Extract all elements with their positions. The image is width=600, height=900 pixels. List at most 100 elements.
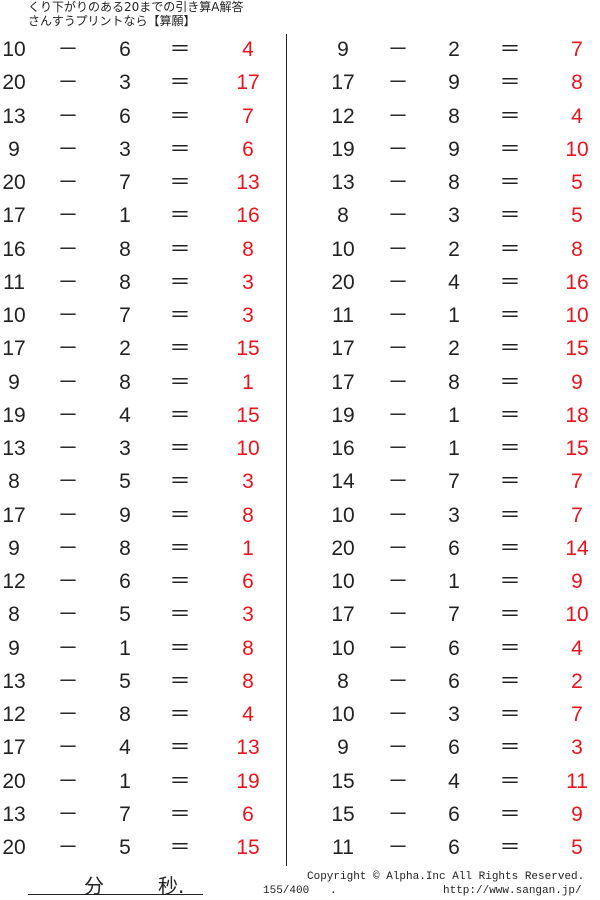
right-problem-row: 19 － 1 ＝ 18 [0, 401, 600, 431]
answer: 8 [242, 237, 254, 261]
left-problem-row: 17 － 9 ＝ 8 [0, 501, 600, 531]
left-problem-row: 9 － 8 ＝ 1 [0, 368, 600, 398]
equals-sign: ＝ [169, 237, 191, 261]
minus-sign: － [57, 270, 79, 294]
equals-sign: ＝ [169, 171, 191, 194]
subtrahend: 1 [448, 304, 460, 327]
minus-sign: － [57, 237, 79, 261]
subtrahend: 1 [119, 636, 131, 660]
answer: 5 [571, 204, 583, 228]
minus-sign: － [387, 836, 409, 859]
equals-sign: ＝ [499, 503, 521, 527]
minus-sign: － [57, 403, 79, 427]
equals-sign: ＝ [499, 603, 521, 627]
minus-sign: － [387, 104, 409, 128]
minus-sign: － [57, 370, 79, 394]
subtrahend: 3 [448, 204, 460, 228]
answer: 8 [571, 71, 583, 95]
minus-sign: － [57, 636, 79, 660]
subtrahend: 4 [119, 736, 131, 760]
answer: 1 [242, 370, 254, 394]
minuend: 10 [331, 570, 355, 593]
equals-sign: ＝ [169, 270, 191, 294]
minus-sign: － [57, 437, 79, 460]
equals-sign: ＝ [169, 437, 191, 460]
answer: 17 [236, 71, 260, 95]
minuend: 20 [331, 270, 355, 294]
answer: 7 [242, 104, 254, 128]
subtrahend: 5 [119, 836, 131, 859]
minuend: 10 [2, 304, 26, 327]
equals-sign: ＝ [169, 370, 191, 394]
answer: 15 [236, 403, 260, 427]
left-problem-row: 17 － 1 ＝ 16 [0, 201, 600, 231]
subtrahend: 3 [119, 437, 131, 460]
answer: 10 [565, 137, 589, 161]
equals-sign: ＝ [499, 403, 521, 427]
minuend: 9 [337, 736, 349, 760]
minus-sign: － [57, 503, 79, 527]
minus-sign: － [387, 636, 409, 660]
minus-sign: － [387, 137, 409, 161]
worksheet-title: くり下がりのある20までの引き算A解答 [28, 0, 244, 14]
answer: 10 [565, 304, 589, 327]
subtrahend: 6 [448, 836, 460, 859]
minuend: 14 [331, 470, 355, 494]
minuend: 20 [331, 536, 355, 560]
equals-sign: ＝ [169, 71, 191, 95]
answer: 13 [236, 736, 260, 760]
answer: 7 [571, 38, 583, 61]
minutes-label: 分 [84, 874, 104, 898]
left-problem-row: 8 － 5 ＝ 3 [0, 467, 600, 497]
minuend: 9 [337, 38, 349, 61]
answer: 7 [571, 470, 583, 494]
equals-sign: ＝ [169, 669, 191, 693]
subtrahend: 9 [119, 503, 131, 527]
minus-sign: － [387, 370, 409, 394]
subtrahend: 8 [448, 171, 460, 194]
right-problem-row: 20 － 6 ＝ 14 [0, 534, 600, 564]
equals-sign: ＝ [499, 38, 521, 61]
minus-sign: － [387, 536, 409, 560]
minuend: 16 [331, 437, 355, 460]
subtrahend: 3 [119, 137, 131, 161]
subtrahend: 5 [119, 669, 131, 693]
equals-sign: ＝ [499, 536, 521, 560]
minus-sign: － [57, 836, 79, 859]
minus-sign: － [387, 470, 409, 494]
equals-sign: ＝ [499, 703, 521, 726]
left-problem-row: 13 － 5 ＝ 8 [0, 667, 600, 697]
subtrahend: 8 [119, 237, 131, 261]
subtrahend: 7 [448, 603, 460, 627]
subtrahend: 5 [119, 603, 131, 627]
answer: 8 [242, 669, 254, 693]
answer: 15 [236, 836, 260, 859]
minus-sign: － [57, 703, 79, 726]
right-problem-row: 17 － 2 ＝ 15 [0, 334, 600, 364]
answer: 4 [242, 38, 254, 61]
answer: 8 [571, 237, 583, 261]
subtrahend: 6 [119, 104, 131, 128]
subtrahend: 8 [119, 270, 131, 294]
minuend: 13 [331, 171, 355, 194]
right-problem-row: 15 － 6 ＝ 9 [0, 800, 600, 830]
minuend: 17 [2, 736, 26, 760]
left-problem-row: 10 － 6 ＝ 4 [0, 35, 600, 65]
equals-sign: ＝ [169, 403, 191, 427]
equals-sign: ＝ [499, 470, 521, 494]
right-problem-row: 10 － 3 ＝ 7 [0, 700, 600, 730]
answer: 1 [242, 536, 254, 560]
answer: 10 [565, 603, 589, 627]
answer: 10 [236, 437, 260, 460]
right-problem-row: 8 － 6 ＝ 2 [0, 667, 600, 697]
minus-sign: － [57, 570, 79, 593]
answer: 16 [236, 204, 260, 228]
answer: 15 [236, 337, 260, 361]
minus-sign: － [387, 337, 409, 361]
subtrahend: 8 [119, 536, 131, 560]
minus-sign: － [387, 304, 409, 327]
answer: 7 [571, 703, 583, 726]
subtrahend: 3 [448, 703, 460, 726]
minuend: 15 [331, 769, 355, 793]
minus-sign: － [57, 603, 79, 627]
